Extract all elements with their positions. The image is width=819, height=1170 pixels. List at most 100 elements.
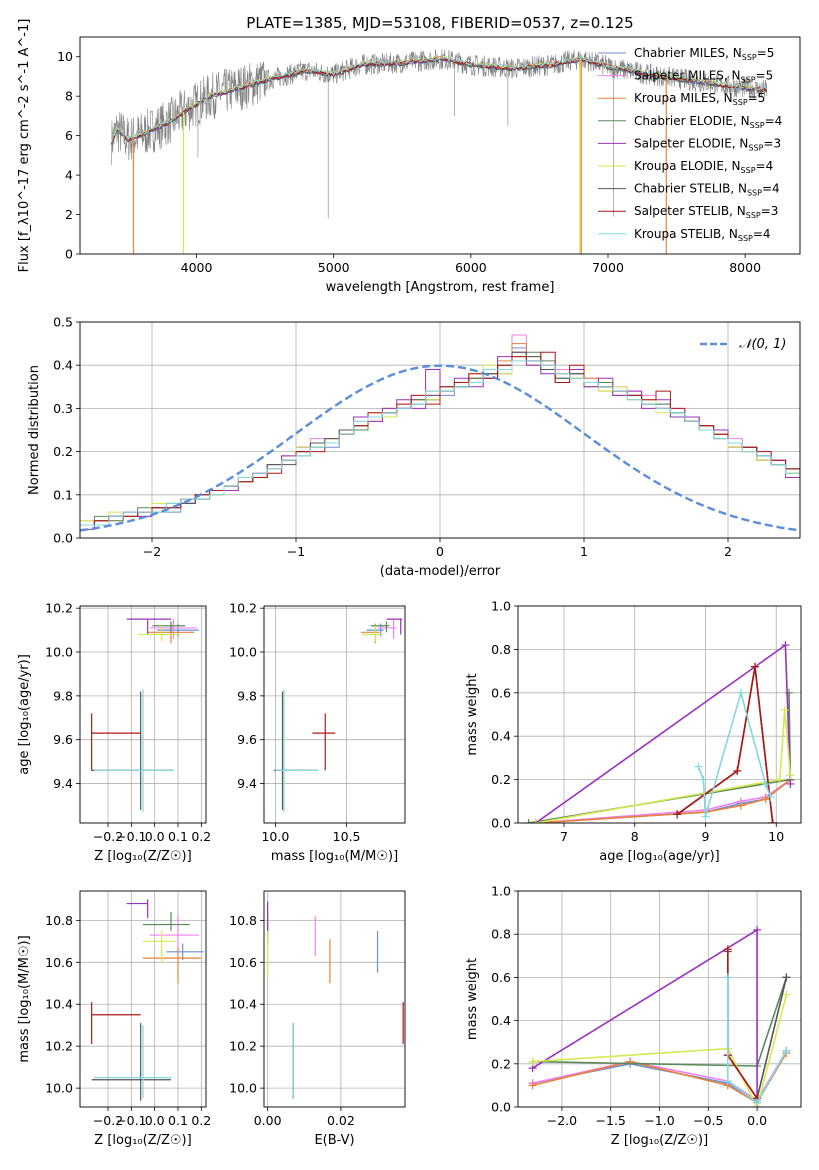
grid	[518, 890, 801, 1108]
spectrum-model-kroupa-elodie	[111, 55, 767, 143]
weight-marker-chabrier-stelib	[782, 973, 791, 982]
x-tick-label: 2	[724, 544, 732, 559]
grid	[264, 606, 405, 823]
weight-marker-kroupa-elodie	[528, 1057, 537, 1066]
y-tick-label: 0.4	[491, 1013, 511, 1028]
x-tick-label: 0.02	[327, 1113, 355, 1128]
y-tick-label: 0.8	[491, 642, 511, 657]
weight-marker-kroupa-stelib	[723, 973, 732, 982]
weight-line-salpeter-stelib	[676, 666, 774, 823]
weight-marker-kroupa-elodie	[786, 771, 795, 780]
x-tick-label: −0.2	[93, 1113, 123, 1128]
axes-frame	[517, 605, 802, 824]
y-tick-label: 10.8	[229, 913, 257, 928]
weight-marker-kroupa-miles	[736, 801, 745, 810]
weight-marker-salpeter-stelib	[733, 766, 742, 775]
weight-marker-kroupa-stelib	[723, 1077, 732, 1086]
y-tick-label: 0.4	[491, 729, 511, 744]
y-tick-label: 0.2	[53, 444, 73, 459]
y-tick-label: 0.6	[491, 970, 511, 985]
y-tick-label: 10.8	[45, 913, 73, 928]
x-tick-label: 4000	[181, 260, 213, 275]
legend-label-salpeter-miles: Salpeter MILES, NSSP=5	[634, 69, 773, 85]
x-tick-label: 0.1	[168, 1113, 188, 1128]
x-tick-label: 8	[631, 829, 639, 844]
y-tick-label: 0.2	[491, 772, 511, 787]
age_vs_Z-panel: −0.2−0.10.0 0.1 0.2 9.4 9.6 9.8 10.0 10.2 Z [log…	[17, 601, 211, 864]
y-tick-label: 0	[65, 247, 73, 262]
legend-label-kroupa-stelib: Kroupa STELIB, NSSP=4	[634, 227, 771, 243]
weight-marker-chabrier-elodie	[784, 688, 793, 697]
axes-frame	[79, 36, 801, 255]
residuals-panel: −2 −1 0 1 2 0.0 0.1 0.2 0.3 0.4 0.5 (data-model)/er…	[27, 315, 801, 579]
y-tick-label: 0.3	[53, 401, 73, 416]
legend-label-salpeter-elodie: Salpeter ELODIE, NSSP=3	[634, 136, 781, 152]
y-tick-label: 8	[65, 89, 73, 104]
histogram-salpeter-elodie	[80, 351, 800, 530]
weight-line-salpeter-stelib	[727, 949, 758, 1099]
axes-frame	[263, 605, 406, 824]
weight-marker-kroupa-stelib	[701, 812, 710, 821]
mass_weight_vs_age-panel: 7 8 9 10 0.0 0.2 0.4 0.6 0.8 1.0 age [log₁₀(age/yr…	[465, 599, 802, 864]
x-tick-label: 0.0	[145, 1113, 165, 1128]
x-axis-label: wavelength [Angstrom, rest frame]	[326, 280, 555, 295]
y-tick-label: 10	[57, 49, 73, 64]
y-tick-label: 1.0	[491, 884, 511, 899]
y-tick-label: 10.2	[45, 601, 73, 616]
spectrum-data-line	[111, 49, 768, 219]
y-tick-label: 0.5	[53, 315, 73, 330]
grid	[264, 891, 405, 1107]
x-tick-label: 7000	[592, 260, 624, 275]
x-axis-label: Z [log₁₀(Z/Z☉)]	[94, 1133, 191, 1148]
x-tick-label: −1.5	[596, 1113, 626, 1128]
y-tick-label: 10.0	[229, 1081, 257, 1096]
ticks	[76, 607, 202, 827]
legend-label-chabrier-miles: Chabrier MILES, NSSP=5	[634, 46, 774, 62]
y-tick-label: 10.4	[229, 997, 257, 1012]
y-tick-label: 10.0	[45, 645, 73, 660]
weight-marker-salpeter-stelib	[768, 819, 777, 823]
x-tick-label: 8000	[729, 260, 761, 275]
y-tick-label: 9.6	[53, 732, 73, 747]
plot-area	[273, 618, 403, 813]
y-tick-label: 10.0	[45, 1081, 73, 1096]
x-tick-label: 0.00	[254, 1113, 282, 1128]
ticks	[514, 605, 777, 827]
plot-area	[528, 925, 791, 1107]
weight-line-kroupa-elodie	[535, 710, 792, 823]
y-tick-label: 10.2	[229, 1039, 257, 1054]
plot-area	[524, 641, 795, 823]
x-tick-label: −1	[287, 544, 305, 559]
x-tick-label: 0.0	[747, 1113, 767, 1128]
x-tick-label: −0.1	[116, 829, 146, 844]
y-tick-label: 0.8	[491, 927, 511, 942]
y-tick-label: 0.1	[53, 487, 73, 502]
weight-line-kroupa-stelib	[727, 977, 788, 1104]
weight-line-kroupa-stelib	[697, 689, 772, 817]
weight-marker-kroupa-elodie	[531, 819, 540, 823]
mass_vs_ebv-panel: 0.00 0.02 10.0 10.2 10.4 10.6 10.8 E(B-V)	[229, 890, 406, 1148]
x-tick-label: −0.1	[116, 1113, 146, 1128]
spectrum-panel: 4000 5000 6000 7000 8000 0 2 4 6 8 10 wavelength [A…	[17, 19, 801, 295]
x-tick-label: 0.1	[168, 829, 188, 844]
y-tick-label: 0.0	[491, 1100, 511, 1115]
x-axis-label: age [log₁₀(age/yr)]	[599, 849, 720, 864]
plot-area	[111, 49, 768, 254]
x-axis-label: (data-model)/error	[380, 564, 501, 579]
x-tick-label: −2	[143, 544, 161, 559]
y-tick-label: 10.0	[229, 645, 257, 660]
histogram-chabrier-elodie	[80, 351, 800, 526]
x-tick-label: 0	[436, 544, 444, 559]
grid	[80, 321, 800, 539]
x-tick-label: 0.2	[191, 829, 211, 844]
spectrum-model-kroupa-stelib	[111, 56, 767, 143]
ticks	[514, 890, 758, 1111]
weight-marker-salpeter-elodie	[781, 641, 790, 650]
axes-frame	[263, 890, 406, 1108]
y-tick-label: 9.4	[237, 776, 257, 791]
y-axis-label: age [log₁₀(age/yr)]	[17, 654, 32, 775]
normal-reference-curve	[80, 364, 800, 532]
weight-marker-kroupa-stelib	[753, 1098, 762, 1107]
y-axis-label: Flux [f_λ10^-17 erg cm^-2 s^-1 A^-1]	[17, 19, 32, 273]
